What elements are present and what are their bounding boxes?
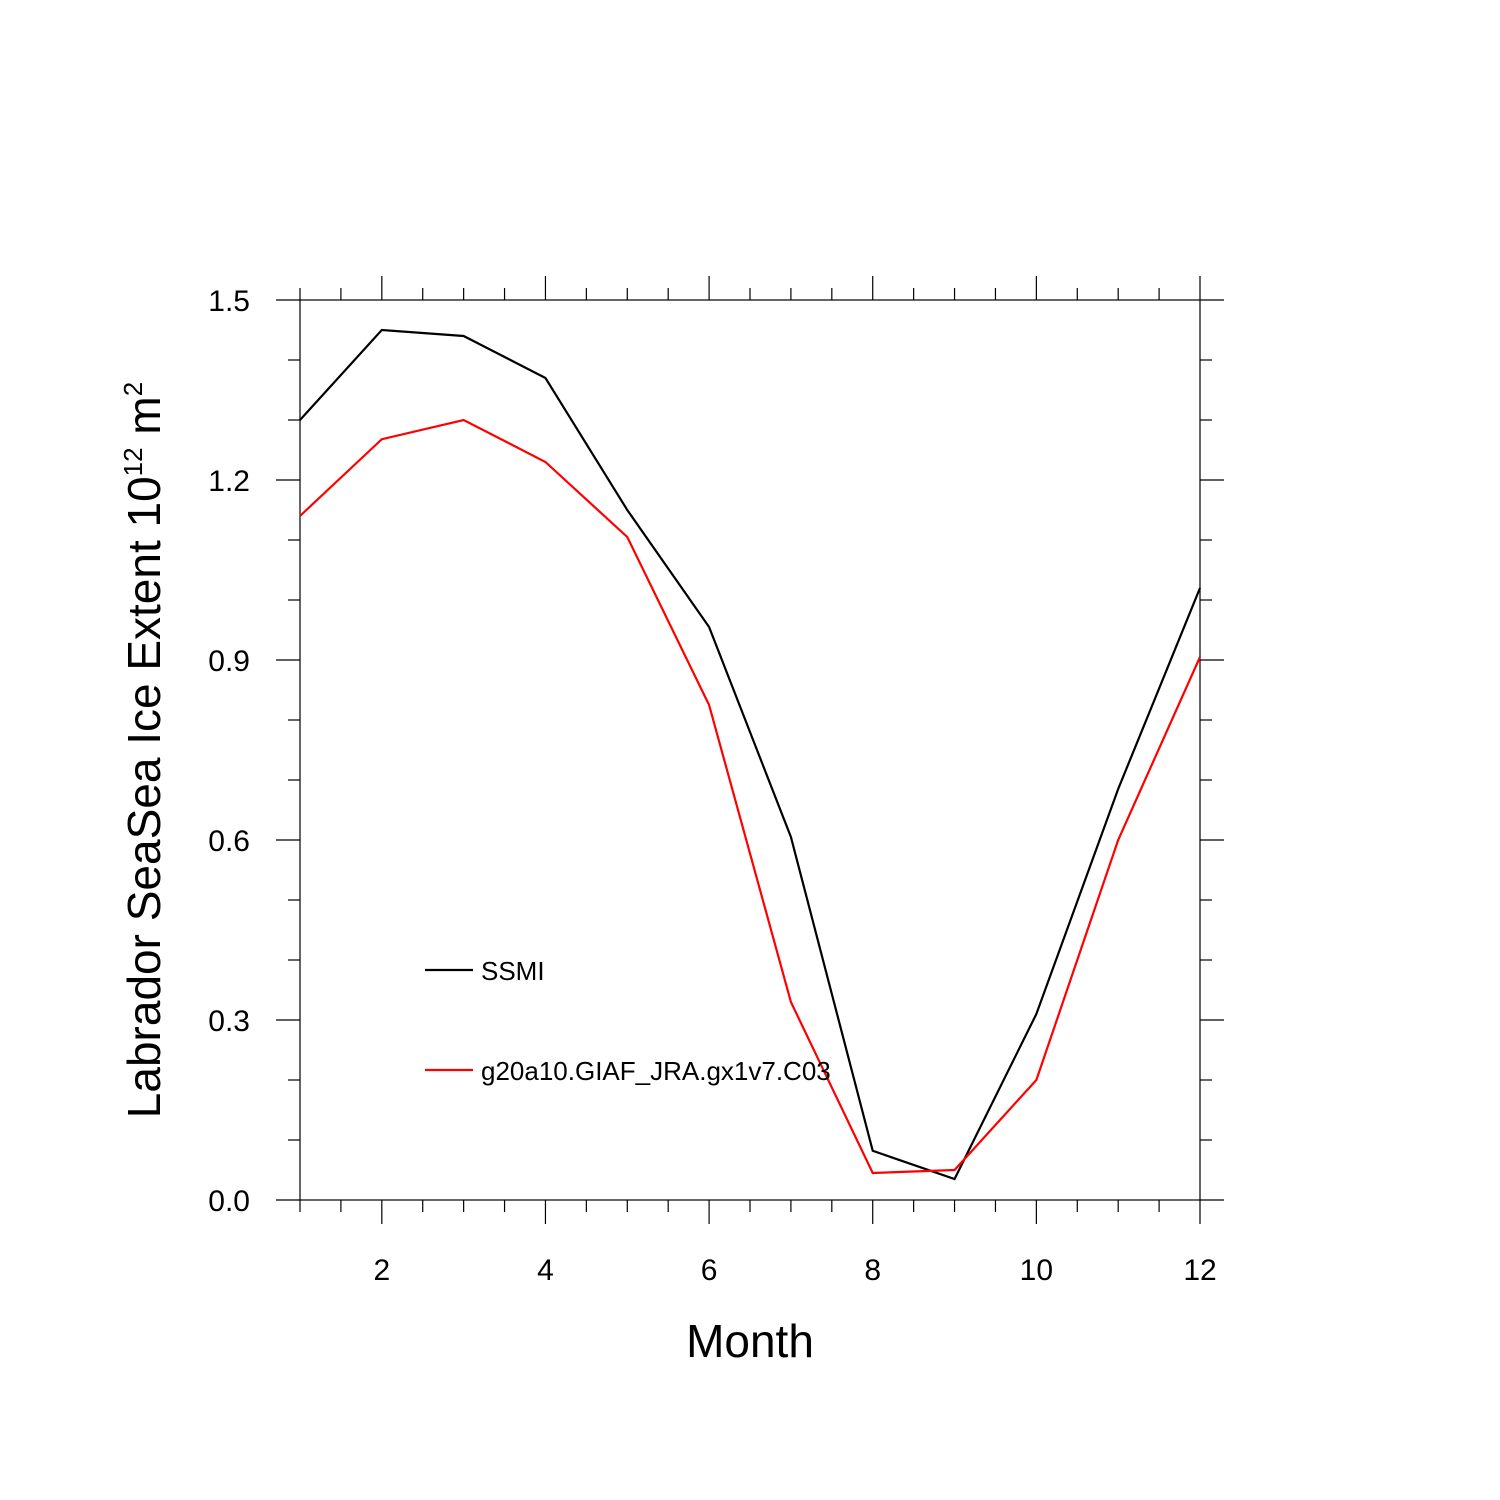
y-axis-title-unit: m [118,396,170,447]
x-axis-title: Month [686,1315,814,1367]
y-tick-label: 1.2 [208,465,250,498]
x-tick-label: 6 [701,1254,718,1287]
x-tick-label: 4 [537,1254,554,1287]
legend-label: g20a10.GIAF_JRA.gx1v7.C03 [481,1056,831,1086]
x-tick-label: 2 [373,1254,390,1287]
series-line [299,328,1202,1181]
y-tick-label: 0.3 [208,1005,250,1038]
x-tick-label: 12 [1183,1254,1216,1287]
y-tick-label: 1.5 [208,285,250,318]
y-tick-label: 0.6 [208,825,250,858]
x-tick-label: 8 [864,1254,881,1287]
y-axis-title-unit-exponent: 2 [118,382,148,396]
legend: SSMI g20a10.GIAF_JRA.gx1v7.C03 [425,956,831,1086]
y-axis-title: Labrador SeaSea Ice Extent 1012 m2 [118,382,170,1118]
tick-labels: 2 4 6 8 10 12 0.0 0.3 0.6 0.9 1.2 1.5 [208,285,1216,1287]
axis-ticks [276,276,1224,1224]
series-lines [299,328,1202,1181]
x-tick-label: 10 [1020,1254,1053,1287]
y-tick-label: 0.0 [208,1185,250,1218]
y-tick-label: 0.9 [208,645,250,678]
y-axis-title-exponent: 12 [118,447,148,476]
series-line [299,418,1202,1175]
y-axis-title-main: Labrador SeaSea Ice Extent 10 [118,476,170,1118]
legend-label: SSMI [481,956,545,986]
